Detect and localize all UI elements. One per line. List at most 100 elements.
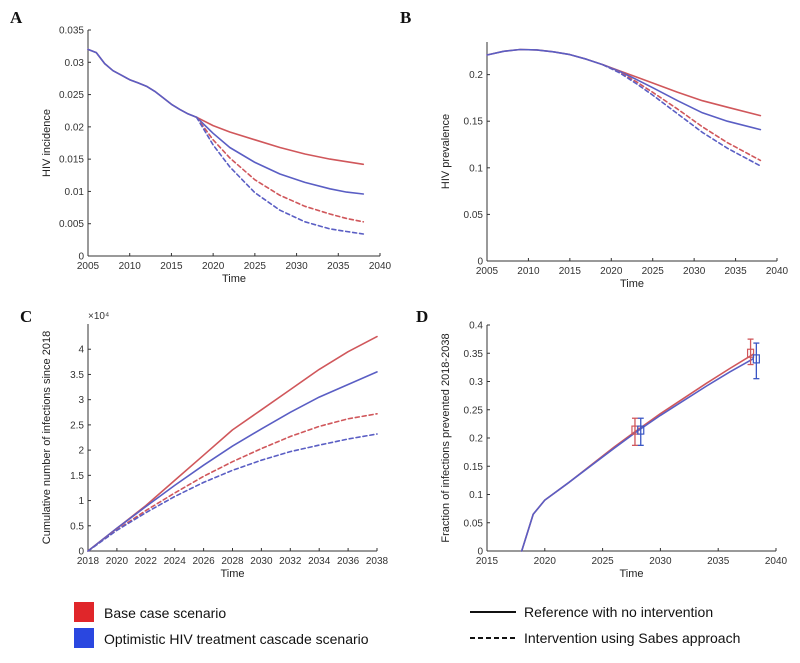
- y-tick-label: 0.005: [59, 219, 84, 230]
- y-axis-exponent: ×10⁴: [88, 311, 109, 322]
- x-tick-label: 2015: [559, 266, 582, 277]
- x-tick-label: 2026: [192, 556, 215, 567]
- y-axis-title: HIV prevalence: [440, 114, 452, 189]
- x-tick-label: 2035: [327, 261, 350, 272]
- x-tick-label: 2010: [119, 261, 142, 272]
- x-tick-label: 2028: [221, 556, 244, 567]
- series-line-solid-optimistic: [87, 48, 365, 195]
- y-tick-label: 2: [78, 446, 84, 457]
- y-tick-label: 3: [78, 395, 84, 406]
- x-tick-label: 2030: [285, 261, 308, 272]
- y-tick-label: 0.05: [464, 210, 484, 221]
- x-tick-label: 2015: [476, 556, 499, 567]
- x-tick-label: 2005: [476, 266, 499, 277]
- panel-letter: B: [400, 8, 411, 27]
- y-tick-label: 0.2: [469, 70, 483, 81]
- panel-letter: A: [10, 8, 23, 27]
- x-tick-label: 2015: [160, 261, 183, 272]
- x-tick-label: 2020: [202, 261, 225, 272]
- y-tick-label: 0.35: [464, 349, 484, 360]
- x-axis-title: Time: [222, 273, 246, 285]
- y-tick-label: 0.25: [464, 405, 484, 416]
- y-tick-label: 0.3: [469, 377, 483, 388]
- y-tick-label: 0.4: [469, 321, 483, 332]
- y-axis-title: Fraction of infections prevented 2018-20…: [440, 333, 452, 542]
- y-tick-label: 0.01: [65, 187, 85, 198]
- y-tick-label: 0.02: [65, 122, 85, 133]
- y-tick-label: 4: [78, 345, 84, 356]
- errorbar-marker: [752, 354, 760, 364]
- panel-letter: D: [416, 307, 428, 326]
- y-tick-label: 0.5: [70, 521, 84, 532]
- x-tick-label: 2030: [250, 556, 273, 567]
- x-tick-label: 2025: [591, 556, 614, 567]
- series-line-solid-base: [486, 48, 762, 117]
- y-tick-label: 0: [477, 257, 483, 268]
- series-line-solid-base: [87, 335, 378, 552]
- x-axis-title: Time: [220, 568, 244, 580]
- x-tick-label: 2025: [642, 266, 665, 277]
- chart-panel-d: D 2015 2020 2025 2030 2035 2040 0 0.05 0.1 0.15 0.2…: [416, 307, 788, 580]
- y-tick-label: 1.5: [70, 471, 84, 482]
- y-tick-label: 0.2: [469, 434, 483, 445]
- x-tick-label: 2035: [724, 266, 747, 277]
- x-axis-title: Time: [619, 568, 643, 580]
- y-tick-label: 0.03: [65, 58, 85, 69]
- x-tick-label: 2005: [77, 261, 100, 272]
- x-tick-label: 2030: [683, 266, 706, 277]
- y-axis-title: HIV incidence: [41, 109, 53, 177]
- errorbar-marker: [746, 348, 755, 358]
- x-tick-label: 2024: [164, 556, 187, 567]
- x-tick-label: 2022: [135, 556, 158, 567]
- legend-swatch-optimistic: [74, 628, 94, 648]
- legend-label-optimistic: Optimistic HIV treatment cascade scenari…: [104, 631, 369, 647]
- x-tick-label: 2025: [244, 261, 267, 272]
- x-tick-label: 2034: [308, 556, 331, 567]
- y-tick-label: 0.035: [59, 26, 84, 37]
- legend-swatch-base: [74, 602, 94, 622]
- y-tick-label: 0.15: [464, 462, 484, 473]
- y-tick-label: 0.05: [464, 518, 484, 529]
- y-tick-label: 0: [78, 252, 84, 263]
- series-line-dashed-base: [195, 116, 365, 223]
- y-tick-label: 0.15: [464, 117, 484, 128]
- y-tick-label: 0: [78, 547, 84, 558]
- series-line-dashed-base: [602, 64, 762, 162]
- series-line-dashed-optimistic: [602, 64, 762, 167]
- x-tick-label: 2038: [366, 556, 389, 567]
- x-tick-label: 2035: [707, 556, 730, 567]
- y-tick-label: 1: [78, 496, 84, 507]
- x-axis-title: Time: [620, 278, 644, 290]
- y-axis-title: Cumulative number of infections since 20…: [41, 331, 53, 544]
- panel-letter: C: [20, 307, 32, 326]
- series-line-solid-optimistic: [486, 48, 762, 131]
- x-tick-label: 2040: [766, 266, 789, 277]
- series-line-solid-base: [87, 48, 365, 166]
- y-tick-label: 0: [477, 547, 483, 558]
- series-line-solid-base: [520, 353, 754, 552]
- x-tick-label: 2020: [534, 556, 557, 567]
- x-tick-label: 2030: [649, 556, 672, 567]
- x-tick-label: 2036: [337, 556, 360, 567]
- y-tick-label: 3.5: [70, 370, 84, 381]
- errorbar-marker: [637, 425, 645, 435]
- legend-label-solid: Reference with no intervention: [524, 604, 713, 620]
- y-tick-label: 2.5: [70, 420, 84, 431]
- series-line-dashed-optimistic: [195, 116, 365, 235]
- chart-panel-b: B 2005 2010 2015 2020 2025 2030 2035 2040 0 0.05 0.…: [400, 8, 789, 290]
- x-tick-label: 2040: [369, 261, 392, 272]
- series-line-solid-optimistic: [87, 371, 378, 552]
- y-tick-label: 0.015: [59, 155, 84, 166]
- x-tick-label: 2040: [765, 556, 788, 567]
- x-tick-label: 2020: [106, 556, 129, 567]
- x-tick-label: 2018: [77, 556, 100, 567]
- legend-label-dashed: Intervention using Sabes approach: [524, 630, 740, 646]
- series-line-solid-optimistic: [520, 358, 754, 552]
- legend-label-base: Base case scenario: [104, 605, 226, 621]
- x-tick-label: 2020: [600, 266, 623, 277]
- series-line-dashed-optimistic: [87, 433, 378, 552]
- series-line-dashed-base: [87, 413, 378, 552]
